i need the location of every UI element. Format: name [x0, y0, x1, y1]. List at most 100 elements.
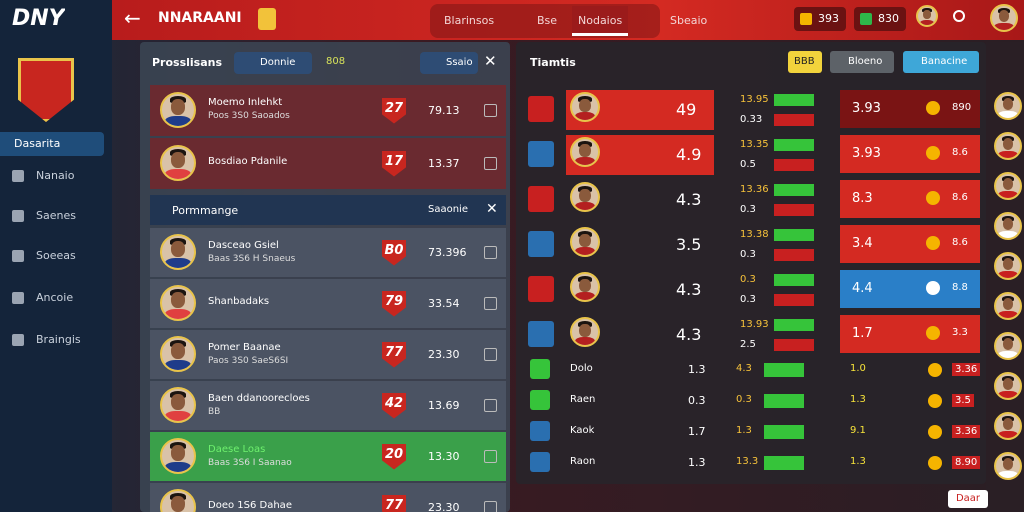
team-end: 890	[952, 102, 972, 113]
rating-badge: 20	[382, 443, 406, 470]
stat-b: 2.5	[740, 339, 756, 350]
filter-button[interactable]: Donnie	[234, 52, 312, 74]
player-avatar	[994, 372, 1022, 400]
nav-item[interactable]: Dasarita	[0, 132, 104, 156]
select-checkbox[interactable]	[484, 245, 497, 259]
player-row[interactable]: Bosdiao Pdanile 17 13.37	[150, 138, 506, 189]
nav-item[interactable]: Braingis	[0, 328, 104, 352]
stat-b: 0.3	[740, 294, 756, 305]
filter-chip[interactable]: BBB	[788, 51, 822, 73]
avatar-shirt	[165, 410, 191, 421]
team-row[interactable]: 3.5 13.38 0.3 3.4 8.6	[526, 223, 984, 267]
tab[interactable]: Blarinsos	[438, 6, 500, 36]
chip-label: Bloeno	[848, 56, 883, 67]
player-row[interactable]: Baen ddanoorecloes BB 42 13.69	[150, 381, 506, 430]
team-name: Raon	[570, 456, 596, 467]
star-icon	[926, 236, 940, 250]
select-checkbox[interactable]	[484, 398, 497, 412]
back-button[interactable]: ←	[124, 6, 141, 30]
rating-badge: B0	[382, 239, 406, 266]
close-button[interactable]: ✕	[484, 52, 497, 70]
player-avatar	[916, 5, 938, 27]
player-row[interactable]: Pomer Baanae Paos 3S0 SaeS6SI 77 23.30	[150, 330, 506, 379]
avatar-shirt	[574, 292, 596, 300]
avatar-shirt	[998, 230, 1018, 238]
select-checkbox[interactable]	[484, 156, 497, 170]
team-name: Dolo	[570, 363, 593, 374]
select-checkbox[interactable]	[484, 449, 497, 463]
team-row-compact[interactable]: Kaok 1.7 1.3 9.1 3.36	[526, 417, 984, 447]
team-rating: 1.7	[688, 425, 706, 438]
tab[interactable]: Nodaios	[572, 6, 629, 36]
team-end: 8.6	[952, 192, 968, 203]
rating-badge: 17	[382, 150, 406, 177]
select-checkbox[interactable]	[484, 296, 497, 310]
team-score: 9.1	[850, 425, 866, 436]
player-row[interactable]: Moemo Inlehkt Poos 3S0 Saoados 27 79.13	[150, 85, 506, 136]
bar-green	[774, 319, 814, 331]
team-row-compact[interactable]: Raen 0.3 0.3 1.3 3.5	[526, 386, 984, 416]
nav-icon	[12, 250, 24, 262]
avatar-face	[1002, 218, 1014, 231]
bar-red	[774, 249, 814, 261]
rating-band: 3.5	[566, 225, 714, 265]
search-icon[interactable]	[953, 10, 965, 22]
nav-icon	[12, 170, 24, 182]
nav-item[interactable]: Saenes	[0, 204, 104, 228]
player-row[interactable]: Shanbadaks 79 33.54	[150, 279, 506, 328]
avatar-shirt	[998, 470, 1018, 478]
team-row[interactable]: 49 13.95 0.33 3.93 890	[526, 88, 984, 132]
team-end: 3.3	[952, 327, 968, 338]
player-avatar	[160, 335, 196, 372]
team-row-compact[interactable]: Raon 1.3 13.3 1.3 8.90	[526, 448, 984, 478]
stat-a: 13.36	[740, 184, 769, 195]
team-end: 8.90	[952, 456, 981, 469]
avatar-face	[1002, 338, 1014, 351]
player-row[interactable]: Daese Loas Baas 3S6 I Saanao 20 13.30	[150, 432, 506, 481]
star-icon	[928, 425, 942, 439]
footer-button[interactable]: Daar	[948, 490, 988, 508]
player-avatar	[160, 233, 196, 270]
avatar-shirt	[998, 270, 1018, 278]
currency-value: 830	[878, 12, 899, 25]
team-row[interactable]: 4.3 0.3 0.3 4.4 8.8	[526, 268, 984, 312]
section-close[interactable]: ✕	[486, 201, 498, 217]
player-detail: Baas 3S6 H Snaeus	[208, 254, 296, 264]
player-row[interactable]: Doeo 1S6 Dahae 77 23.30	[150, 483, 506, 512]
player-avatar	[570, 227, 600, 257]
section-action[interactable]: Saaonie	[428, 204, 468, 215]
nav-item[interactable]: Nanaio	[0, 164, 104, 188]
filter-chip[interactable]: Banacine	[903, 51, 979, 73]
team-score: 3.4	[852, 236, 873, 251]
select-checkbox[interactable]	[484, 347, 497, 361]
tab[interactable]: Bse	[531, 6, 563, 36]
team-score: 1.7	[852, 326, 873, 341]
player-avatar	[994, 412, 1022, 440]
avatar-face	[170, 152, 186, 169]
team-row[interactable]: 4.3 13.36 0.3 8.3 8.6	[526, 178, 984, 222]
player-value: 13.69	[428, 398, 460, 412]
team-row[interactable]: 4.3 13.93 2.5 1.7 3.3	[526, 313, 984, 357]
filter-chip[interactable]: Bloeno	[830, 51, 894, 73]
star-icon	[926, 191, 940, 205]
bar-green	[774, 139, 814, 151]
team-row-compact[interactable]: Dolo 1.3 4.3 1.0 3.36	[526, 355, 984, 385]
tab[interactable]: Sbeaio	[664, 6, 713, 36]
nav-item[interactable]: Ancoie	[0, 286, 104, 310]
team-row[interactable]: 4.9 13.35 0.5 3.93 8.6	[526, 133, 984, 177]
player-avatar	[994, 212, 1022, 240]
avatar-shirt	[574, 112, 596, 120]
select-checkbox[interactable]	[484, 500, 497, 512]
currency-value: 393	[818, 12, 839, 25]
nav-item[interactable]: Soeeas	[0, 244, 104, 268]
rating-band: 4.3	[566, 270, 714, 310]
select-checkbox[interactable]	[484, 103, 497, 117]
avatar-shirt	[165, 115, 191, 126]
nav-label: Ancoie	[36, 291, 74, 304]
nav-label: Dasarita	[14, 137, 61, 150]
bar-green	[764, 394, 804, 408]
avatar-shirt	[574, 202, 596, 210]
player-avatar	[994, 172, 1022, 200]
player-row[interactable]: Dasceao Gsiel Baas 3S6 H Snaeus B0 73.396	[150, 228, 506, 277]
search-button[interactable]: Ssaio	[420, 52, 478, 74]
